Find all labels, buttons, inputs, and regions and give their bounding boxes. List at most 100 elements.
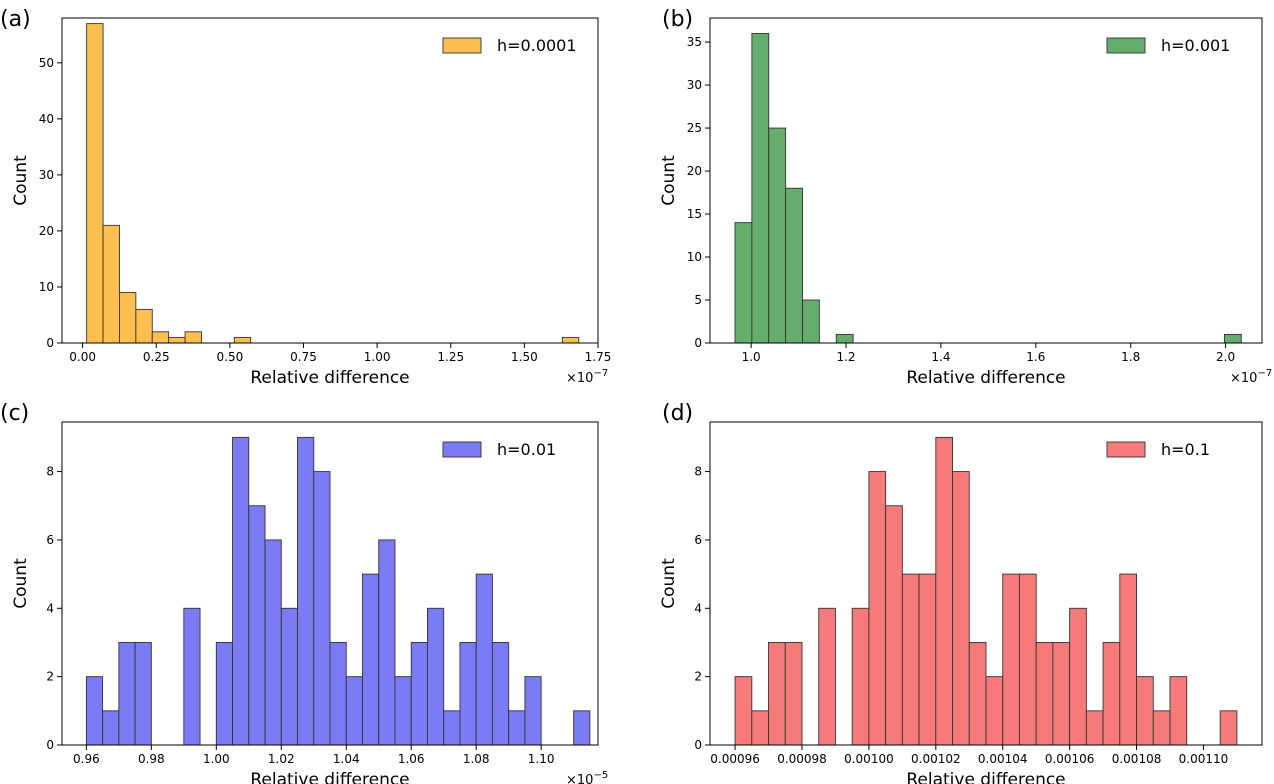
y-tick-label: 10 xyxy=(39,280,54,294)
bar-group xyxy=(734,33,1242,344)
histogram-bar xyxy=(785,187,803,344)
histogram-bar xyxy=(215,642,233,746)
x-axis-label: Relative difference xyxy=(906,368,1065,388)
y-tick-label: 30 xyxy=(39,168,54,182)
histogram-bar xyxy=(183,607,201,746)
y-tick-label: 5 xyxy=(694,293,702,307)
histogram-bar xyxy=(329,642,347,746)
legend: h=0.0001 xyxy=(442,36,577,55)
histogram-bar xyxy=(1152,710,1171,746)
x-tick-label: 1.50 xyxy=(511,350,538,364)
legend: h=0.001 xyxy=(1106,36,1230,55)
x-axis-multiplier-exponent: −5 xyxy=(593,770,608,781)
y-tick-label: 50 xyxy=(39,56,54,70)
x-tick-label: 0.98 xyxy=(138,752,165,766)
x-tick-label: 1.0 xyxy=(742,350,761,364)
y-tick-label: 40 xyxy=(39,112,54,126)
histogram-bar xyxy=(1169,676,1188,746)
legend: h=0.1 xyxy=(1106,440,1210,459)
histogram-bar xyxy=(410,642,428,746)
histogram-bar xyxy=(118,642,136,746)
x-tick-label: 2.0 xyxy=(1216,350,1235,364)
legend-swatch xyxy=(1106,441,1146,458)
x-tick-label: 0.00098 xyxy=(777,752,827,766)
y-axis-label: Count xyxy=(11,155,31,206)
histogram-bar xyxy=(475,573,493,746)
histogram-bar xyxy=(818,607,836,746)
y-tick-label: 35 xyxy=(687,35,702,49)
histogram-bar xyxy=(1035,642,1054,746)
histogram-bar xyxy=(901,573,920,746)
x-tick-label: 1.00 xyxy=(364,350,391,364)
plot-frame xyxy=(709,421,1263,746)
x-tick-label: 0.00108 xyxy=(1112,752,1162,766)
y-tick-label: 2 xyxy=(694,670,702,684)
x-axis-multiplier: ×10−7 xyxy=(566,368,608,386)
x-tick-label: 0.50 xyxy=(217,350,244,364)
histogram-bar xyxy=(119,292,137,344)
legend-swatch xyxy=(442,37,482,54)
plot-frame xyxy=(61,421,599,746)
x-tick-label: 1.25 xyxy=(437,350,464,364)
legend-swatch xyxy=(1106,37,1146,54)
histogram-bar xyxy=(1069,607,1087,746)
x-tick-label: 1.08 xyxy=(463,752,490,766)
x-tick-label: 0.00 xyxy=(69,350,96,364)
histogram-bar xyxy=(248,505,266,746)
plot-frame xyxy=(709,17,1263,344)
histogram-bar xyxy=(264,539,282,746)
x-tick-label: 0.00104 xyxy=(978,752,1028,766)
x-tick-label: 1.10 xyxy=(528,752,555,766)
histogram-bar xyxy=(868,471,887,746)
x-tick-label: 1.04 xyxy=(333,752,360,766)
histogram-bar xyxy=(102,710,120,746)
histogram-bar xyxy=(768,642,786,746)
legend-label: h=0.01 xyxy=(497,440,556,459)
y-tick-label: 0 xyxy=(694,738,702,752)
histogram-bar xyxy=(313,471,331,746)
histogram-bar xyxy=(1019,573,1037,746)
histogram-bar xyxy=(151,331,170,344)
legend-label: h=0.0001 xyxy=(497,36,577,55)
x-tick-label: 0.00096 xyxy=(710,752,760,766)
histogram-bar xyxy=(968,642,987,746)
histogram-bar xyxy=(86,23,104,344)
histogram-bar xyxy=(952,471,970,746)
histogram-bar xyxy=(491,642,510,746)
x-tick-label: 0.96 xyxy=(73,752,100,766)
x-axis-label: Relative difference xyxy=(250,368,409,388)
histogram-bar xyxy=(524,676,542,746)
bar-group xyxy=(734,436,1238,746)
histogram-bar xyxy=(1219,710,1238,746)
y-axis-label: Count xyxy=(659,155,679,206)
x-tick-label: 1.8 xyxy=(1121,350,1140,364)
y-tick-label: 25 xyxy=(687,121,702,135)
chart-panel-c: 0.96 0.98 1.00 1.02 1.04 1.06 1.08 1.10 0 2 4 6 8 Rel… xyxy=(0,401,608,784)
histogram-bar xyxy=(362,573,380,746)
x-tick-label: 0.00106 xyxy=(1045,752,1095,766)
histogram-bar xyxy=(751,710,769,746)
y-axis-label: Count xyxy=(11,558,31,609)
x-tick-label: 1.06 xyxy=(398,752,425,766)
y-tick-label: 2 xyxy=(46,670,54,684)
x-tick-label: 0.75 xyxy=(290,350,317,364)
y-tick-label: 0 xyxy=(694,336,702,350)
histogram-bar xyxy=(885,505,903,746)
histogram-bar xyxy=(459,642,477,746)
x-tick-label: 1.4 xyxy=(931,350,950,364)
histogram-bar xyxy=(297,436,315,746)
x-tick-label: 0.00102 xyxy=(911,752,961,766)
histogram-bar xyxy=(168,336,186,344)
x-axis-label: Relative difference xyxy=(250,770,409,784)
histogram-bar xyxy=(134,642,152,746)
panel-label: (b) xyxy=(662,7,693,32)
y-tick-label: 0 xyxy=(46,738,54,752)
plot-frame xyxy=(61,17,599,344)
legend: h=0.01 xyxy=(442,440,556,459)
chart-panel-b: 1.0 1.2 1.4 1.6 1.8 2.0 0 5 10 15 20 25 30 35 Relative… xyxy=(659,7,1272,388)
histogram-bar xyxy=(851,607,870,746)
histogram-bar xyxy=(427,607,445,746)
histogram-bar xyxy=(768,127,787,344)
bar-group xyxy=(85,436,591,746)
histogram-bar xyxy=(135,308,153,344)
